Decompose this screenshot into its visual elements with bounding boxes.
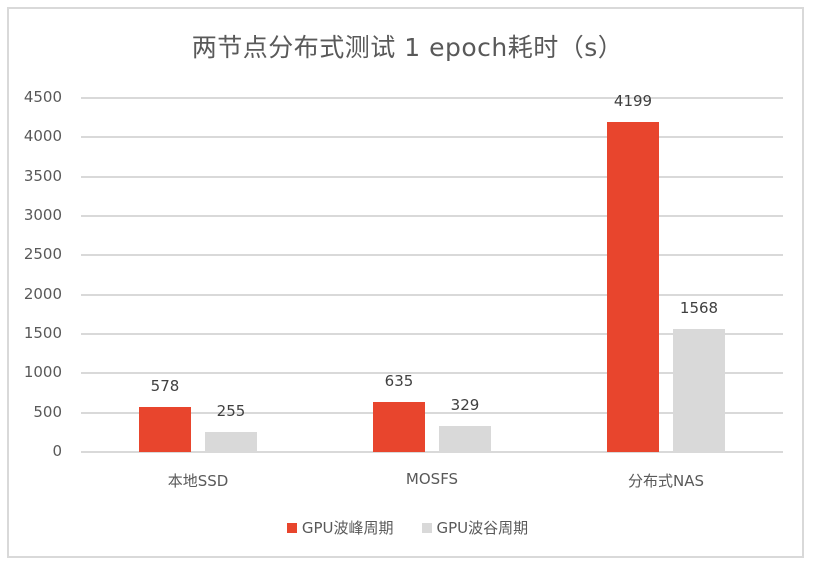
data-label: 1568 <box>679 298 719 317</box>
y-tick-label: 0 <box>52 442 62 460</box>
legend-swatch-icon <box>286 522 297 533</box>
data-label: 255 <box>216 401 246 420</box>
gridline <box>81 372 783 375</box>
legend-swatch-icon <box>421 522 432 533</box>
y-tick-label: 2000 <box>23 284 62 303</box>
y-tick-label: 1000 <box>23 363 62 382</box>
y-tick-label: 3000 <box>23 206 62 224</box>
gridline <box>81 451 783 453</box>
bar <box>139 406 191 452</box>
plot-area: 578 255 635 329 4199 1568 <box>81 92 783 453</box>
gridline <box>81 175 783 178</box>
y-tick-label: 3500 <box>23 166 62 185</box>
y-tick-label: 2500 <box>23 245 62 264</box>
gridline <box>81 411 783 414</box>
legend: GPU波峰周期 GPU波谷周期 <box>0 517 815 538</box>
legend-item: GPU波谷周期 <box>421 517 529 538</box>
gridline <box>81 254 783 257</box>
bar <box>205 431 257 452</box>
legend-item: GPU波峰周期 <box>286 517 394 538</box>
y-tick-label: 1500 <box>23 324 62 342</box>
gridline <box>81 136 783 139</box>
x-tick-label: 分布式NAS <box>627 472 704 490</box>
y-tick-label: 4000 <box>23 127 62 146</box>
gridline <box>81 215 783 217</box>
legend-label: GPU波谷周期 <box>436 519 529 537</box>
x-tick-label: 本地SSD <box>167 472 229 490</box>
data-label: 635 <box>384 372 414 391</box>
bar <box>439 426 491 452</box>
data-label: 578 <box>150 376 180 395</box>
gridline <box>81 293 783 296</box>
bar <box>673 328 725 452</box>
data-label: 329 <box>450 396 480 415</box>
bar <box>607 121 659 452</box>
gridline <box>81 333 783 335</box>
x-tick-label: MOSFS <box>405 470 459 488</box>
chart-title: 两节点分布式测试 1 epoch耗时（s） <box>191 33 624 62</box>
bar <box>373 402 425 452</box>
gridline <box>81 97 783 99</box>
y-tick-label: 4500 <box>23 88 62 106</box>
y-tick-label: 500 <box>33 402 62 421</box>
data-label: 4199 <box>613 91 653 110</box>
legend-label: GPU波峰周期 <box>301 519 394 537</box>
